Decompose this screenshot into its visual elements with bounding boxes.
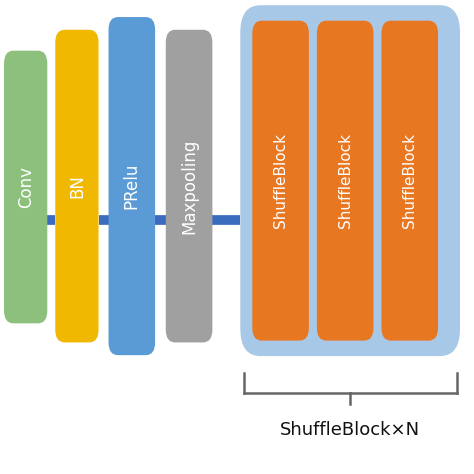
FancyBboxPatch shape — [109, 17, 155, 355]
FancyBboxPatch shape — [166, 30, 212, 342]
Text: ShuffleBlock×N: ShuffleBlock×N — [280, 420, 420, 438]
FancyBboxPatch shape — [317, 21, 374, 341]
Text: Conv: Conv — [17, 166, 35, 208]
FancyBboxPatch shape — [252, 21, 309, 341]
Text: Maxpooling: Maxpooling — [180, 138, 198, 234]
FancyBboxPatch shape — [382, 21, 438, 341]
FancyBboxPatch shape — [55, 30, 99, 342]
Text: ShuffleBlock: ShuffleBlock — [273, 133, 288, 228]
FancyBboxPatch shape — [240, 5, 460, 356]
Text: ShuffleBlock: ShuffleBlock — [337, 133, 353, 228]
FancyBboxPatch shape — [4, 51, 47, 323]
Text: PRelu: PRelu — [123, 163, 141, 210]
Text: ShuffleBlock: ShuffleBlock — [402, 133, 417, 228]
Text: BN: BN — [68, 174, 86, 198]
